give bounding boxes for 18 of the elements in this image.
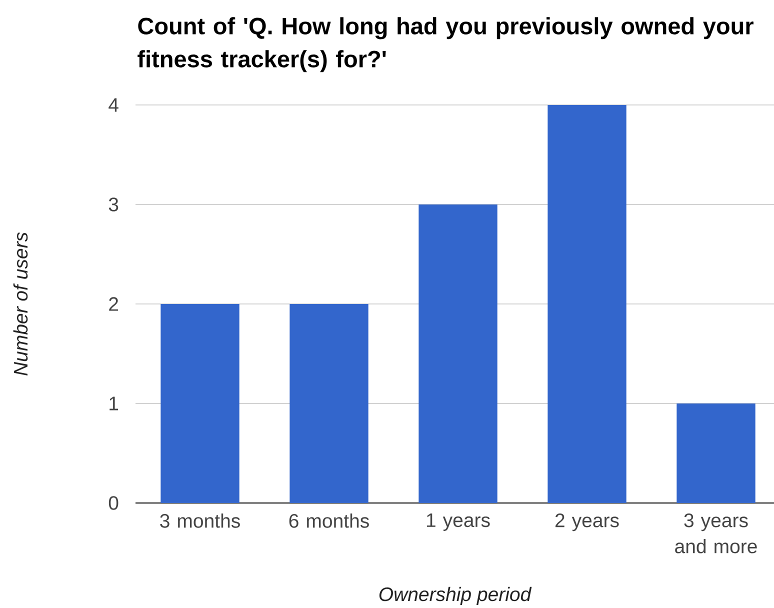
chart-title: Count of 'Q. How long had you previously owned your fitness tracker(s) for?': [138, 17, 754, 72]
x-tick-label: 1 years: [426, 514, 490, 531]
y-tick-label: 3: [108, 198, 118, 212]
x-tick-label: 2 years: [555, 514, 619, 532]
x-tick-label: 3 years and more: [675, 514, 757, 554]
bar: [548, 104, 626, 503]
x-tick-label: 3 months: [160, 514, 240, 528]
y-tick-label: 0: [108, 496, 118, 510]
y-tick-label: 1: [110, 396, 118, 410]
x-tick-label: 6 months: [289, 514, 369, 528]
y-axis-title: Number of users: [13, 232, 28, 376]
bar: [676, 403, 756, 503]
bar: [290, 304, 368, 503]
x-axis-title: Ownership period: [379, 586, 532, 606]
y-tick-label: 2: [109, 297, 118, 311]
bar: [418, 204, 498, 503]
y-tick-label: 4: [108, 98, 118, 112]
bar: [160, 304, 240, 503]
